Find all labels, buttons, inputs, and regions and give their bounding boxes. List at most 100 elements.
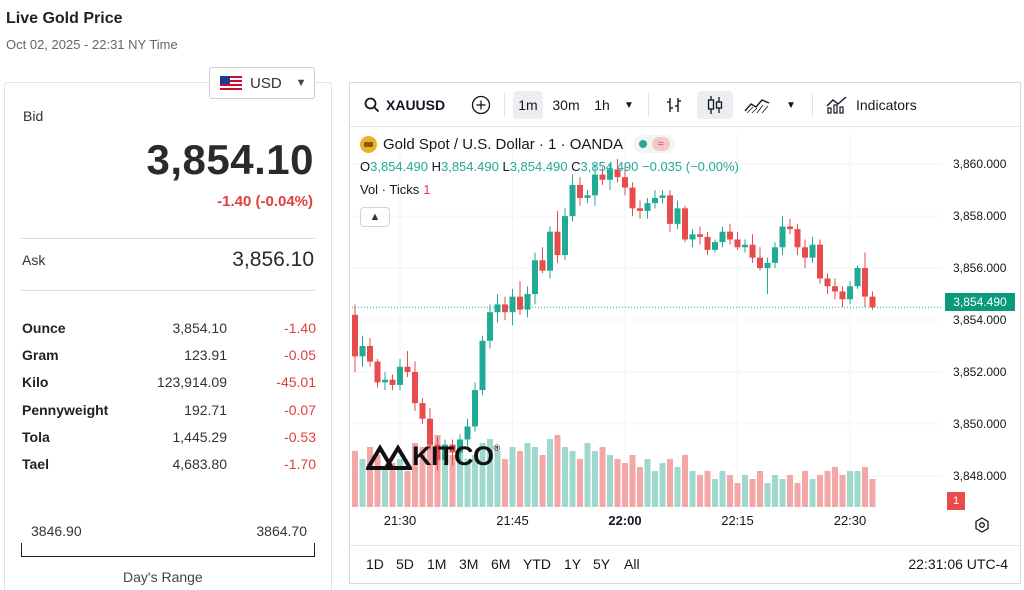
divider [21,290,315,291]
range-ytd-button[interactable]: YTD [523,556,551,572]
volume-bar [427,439,433,507]
volume-bar [697,475,703,507]
price-chart[interactable]: 3,860.000 3,858.000 3,856.000 3,854.000 3,85… [350,127,1020,545]
time-range-bar: 1D 5D 1M 3M 6M YTD 1Y 5Y All 22:31:06 UT… [350,545,1020,583]
candle-body [599,174,606,180]
volume-bar [502,459,508,507]
interval-1m[interactable]: 1m [513,91,543,119]
unit-change: -1.40 [284,320,316,336]
settings-gear-icon[interactable] [974,517,990,533]
unit-name: Tael [22,456,49,472]
indicators-icon [826,96,847,114]
volume-bar [509,447,516,507]
candle-body [502,304,508,313]
candle-body [412,371,418,404]
search-icon [364,97,380,113]
volume-bar [622,463,628,507]
range-1y-button[interactable]: 1Y [564,556,582,572]
candle-body [382,379,388,383]
volume-bar [494,451,501,507]
interval-1h[interactable]: 1h [594,97,610,113]
volume-bar [389,463,396,507]
y-axis-tick-label: 3,856.000 [953,261,1007,275]
candle-body [404,366,411,372]
unit-price: 192.71 [184,402,227,418]
volume-bar [569,451,576,507]
unit-name: Gram [22,347,59,363]
candle-body [749,244,756,258]
collapse-legend-button[interactable]: ▲ [360,207,390,227]
registered-mark: ® [493,443,501,453]
range-1m-button[interactable]: 1M [427,556,447,572]
candle-body [487,312,493,341]
volume-bar [869,479,876,507]
chart-type-dropdown-icon[interactable]: ▼ [786,99,796,111]
indicators-button[interactable]: Indicators [822,91,928,119]
x-axis-tick-label: 22:30 [834,513,867,528]
volume-bar [839,475,846,507]
currency-select[interactable]: USD ▼ [209,67,315,99]
volume-bar [539,455,546,507]
high-label: H [431,159,441,174]
unit-row-kilo: Kilo 123,914.09 -45.01 [22,374,316,394]
unit-change: -45.01 [276,374,316,390]
realtime-icon: ≈ [651,137,670,151]
volume-bar [359,459,366,507]
unit-change: -1.70 [284,456,316,472]
low-label: L [502,159,510,174]
area-chart-button[interactable] [742,91,772,119]
candle-body [622,177,628,188]
chart-legend-title: Gold Spot / U.S. Dollar · 1 · OANDA ≈ [360,135,676,153]
y-axis-tick-label: 3,858.000 [953,209,1007,223]
range-all-button[interactable]: All [624,556,640,572]
chevron-down-icon: ▼ [295,77,307,89]
unit-name: Tola [22,429,50,445]
volume-bar [449,455,456,507]
candle-body [352,314,358,357]
range-3m-button[interactable]: 3M [459,556,479,572]
volume-bar [607,455,613,507]
us-flag-icon [220,76,242,90]
candle-body [697,234,703,237]
y-axis-tick-label: 3,852.000 [953,365,1007,379]
candle-body [464,426,471,440]
candle-body [359,345,366,357]
symbol-search[interactable]: XAUUSD [358,91,458,119]
volume-bar [614,459,621,507]
compare-symbol-button[interactable] [468,91,494,119]
x-axis-tick-label: 21:30 [384,513,417,528]
x-axis-tick-label: 22:00 [608,513,641,528]
candle-body [494,304,501,313]
volume-bar [667,459,673,507]
range-5d-button[interactable]: 5D [396,556,414,572]
candle-body [532,260,538,295]
y-axis-tick-label: 3,850.000 [953,417,1007,431]
range-5y-button[interactable]: 5Y [593,556,611,572]
range-1d-button[interactable]: 1D [366,556,384,572]
volume-bar [404,471,411,507]
candles-button[interactable] [697,91,733,119]
interval-dropdown-icon[interactable]: ▼ [624,99,634,111]
volume-bar [757,471,763,507]
candle-body [794,229,801,248]
candle-body [734,239,741,248]
unit-price: 123,914.09 [156,374,227,390]
bar-chart-button[interactable] [661,91,687,119]
candle-body [569,184,576,217]
volume-bar [817,475,823,507]
range-6m-button[interactable]: 6M [491,556,511,572]
volume-legend: Vol · Ticks 1 [360,182,430,197]
candle-body [397,366,403,385]
volume-bar [599,447,606,507]
toolbar-separator [812,93,813,117]
volume-value: 1 [423,182,431,197]
candle-body [809,244,816,258]
candle-body [704,236,711,250]
interval-30m[interactable]: 30m [552,97,580,113]
bid-price: 3,854.10 [146,136,314,183]
candle-body [539,260,546,271]
volume-bar [479,443,486,507]
plus-circle-icon [471,95,491,115]
volume-bar [412,443,418,507]
indicators-label: Indicators [856,97,917,113]
